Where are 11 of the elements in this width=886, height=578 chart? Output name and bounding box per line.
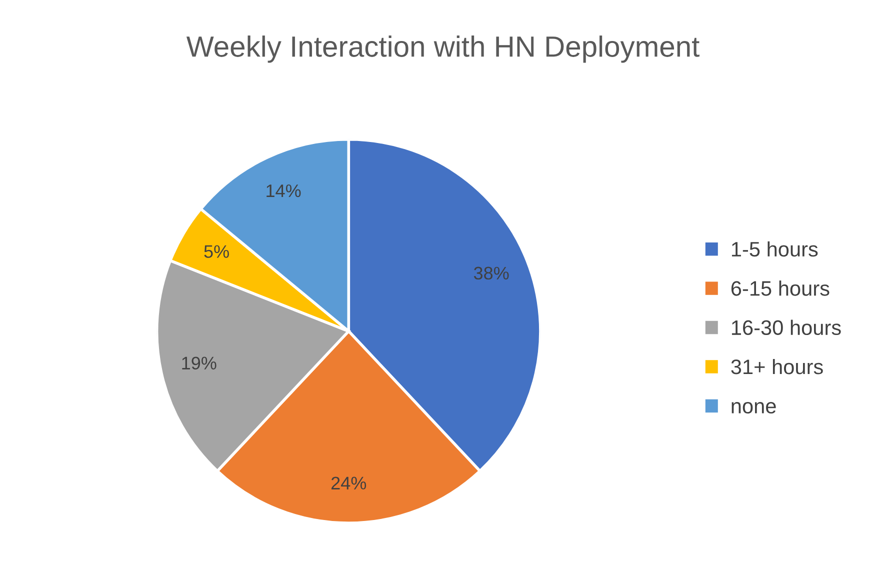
data-label: 19% bbox=[182, 356, 216, 370]
legend-label: 1-5 hours bbox=[732, 241, 818, 257]
legend-label: 6-15 hours bbox=[731, 280, 830, 296]
data-label: 5% bbox=[204, 245, 229, 258]
legend-label: 31+ hours bbox=[731, 358, 823, 374]
data-label: 38% bbox=[474, 266, 509, 280]
legend-label: none bbox=[732, 402, 776, 414]
data-label: 24% bbox=[331, 476, 366, 490]
data-label: 14% bbox=[266, 184, 301, 198]
chart-title: Weekly Interaction with HN Deployment bbox=[186, 36, 700, 63]
legend-label: 16-30 hours bbox=[732, 320, 841, 336]
